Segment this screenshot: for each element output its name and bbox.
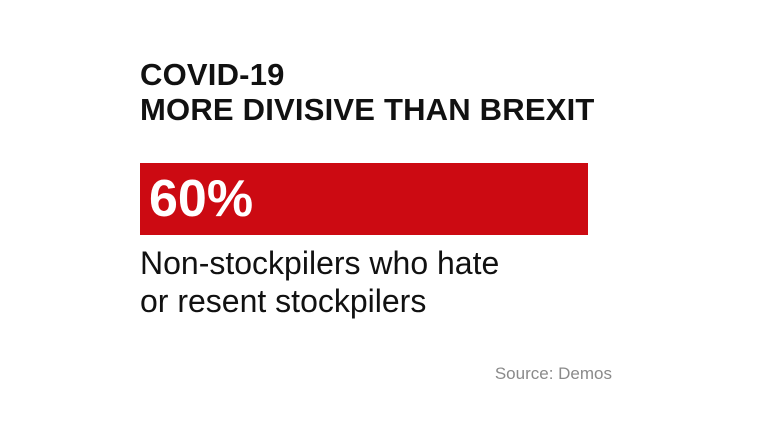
headline-line-1: COVID-19 <box>140 57 285 92</box>
headline-line-2: MORE DIVISIVE THAN BREXIT <box>140 92 595 127</box>
source-credit: Source: Demos <box>494 364 612 383</box>
stat-description-line-1: Non-stockpilers who hate <box>140 245 500 281</box>
headline: COVID-19 MORE DIVISIVE THAN BREXIT <box>140 57 595 127</box>
stat-description: Non-stockpilers who hate or resent stock… <box>140 244 499 320</box>
stat-value: 60% <box>149 170 254 228</box>
stat-highlight-bar: 60% <box>140 163 588 235</box>
stat-description-line-2: or resent stockpilers <box>140 283 427 319</box>
